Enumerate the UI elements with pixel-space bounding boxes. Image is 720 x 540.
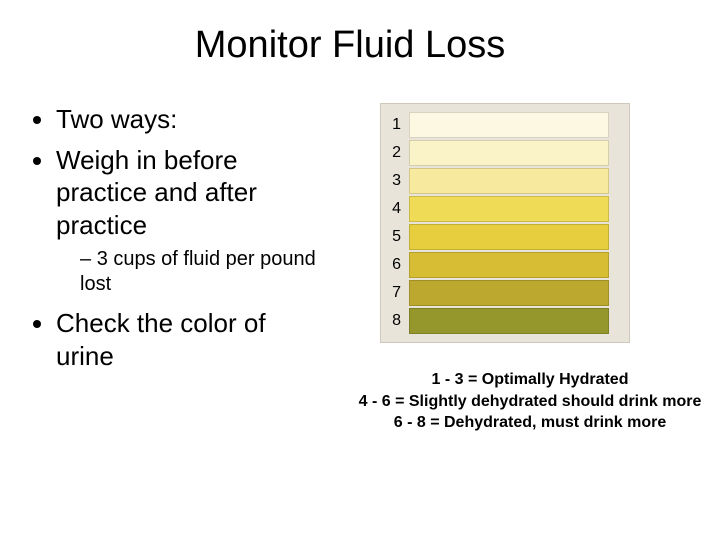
bullet-2-text: Weigh in before practice and after pract… <box>56 145 257 240</box>
bullet-list: Two ways: Weigh in before practice and a… <box>30 103 320 372</box>
sub-bullet-list: 3 cups of fluid per pound lost <box>56 247 320 297</box>
columns: Two ways: Weigh in before practice and a… <box>20 103 680 434</box>
chart-label: 8 <box>387 312 409 330</box>
bullet-3: Check the color of urine <box>56 307 320 372</box>
chart-label: 7 <box>387 284 409 302</box>
color-swatch-7 <box>409 280 609 306</box>
color-swatch-2 <box>409 140 609 166</box>
slide-title: Monitor Fluid Loss <box>20 24 680 67</box>
chart-label: 1 <box>387 116 409 134</box>
chart-row: 4 <box>387 196 623 222</box>
left-column: Two ways: Weigh in before practice and a… <box>20 103 320 380</box>
color-swatch-1 <box>409 112 609 138</box>
bullet-1: Two ways: <box>56 103 320 136</box>
color-swatch-8 <box>409 308 609 334</box>
chart-row: 7 <box>387 280 623 306</box>
legend-line-1: 1 - 3 = Optimally Hydrated <box>330 369 720 391</box>
chart-label: 3 <box>387 172 409 190</box>
legend-line-3: 6 - 8 = Dehydrated, must drink more <box>330 412 720 434</box>
sub-bullet-1: 3 cups of fluid per pound lost <box>80 247 320 297</box>
chart-row: 5 <box>387 224 623 250</box>
color-swatch-5 <box>409 224 609 250</box>
slide: Monitor Fluid Loss Two ways: Weigh in be… <box>0 0 720 540</box>
bullet-2: Weigh in before practice and after pract… <box>56 144 320 298</box>
chart-row: 3 <box>387 168 623 194</box>
color-swatch-4 <box>409 196 609 222</box>
chart-row: 2 <box>387 140 623 166</box>
urine-color-chart: 1 2 3 4 5 <box>380 103 630 343</box>
right-column: 1 2 3 4 5 <box>320 103 680 434</box>
color-swatch-3 <box>409 168 609 194</box>
legend-line-2: 4 - 6 = Slightly dehydrated should drink… <box>330 391 720 413</box>
chart-label: 4 <box>387 200 409 218</box>
chart-label: 5 <box>387 228 409 246</box>
chart-row: 6 <box>387 252 623 278</box>
chart-label: 2 <box>387 144 409 162</box>
legend: 1 - 3 = Optimally Hydrated 4 - 6 = Sligh… <box>330 369 720 434</box>
color-swatch-6 <box>409 252 609 278</box>
chart-row: 1 <box>387 112 623 138</box>
chart-label: 6 <box>387 256 409 274</box>
chart-row: 8 <box>387 308 623 334</box>
